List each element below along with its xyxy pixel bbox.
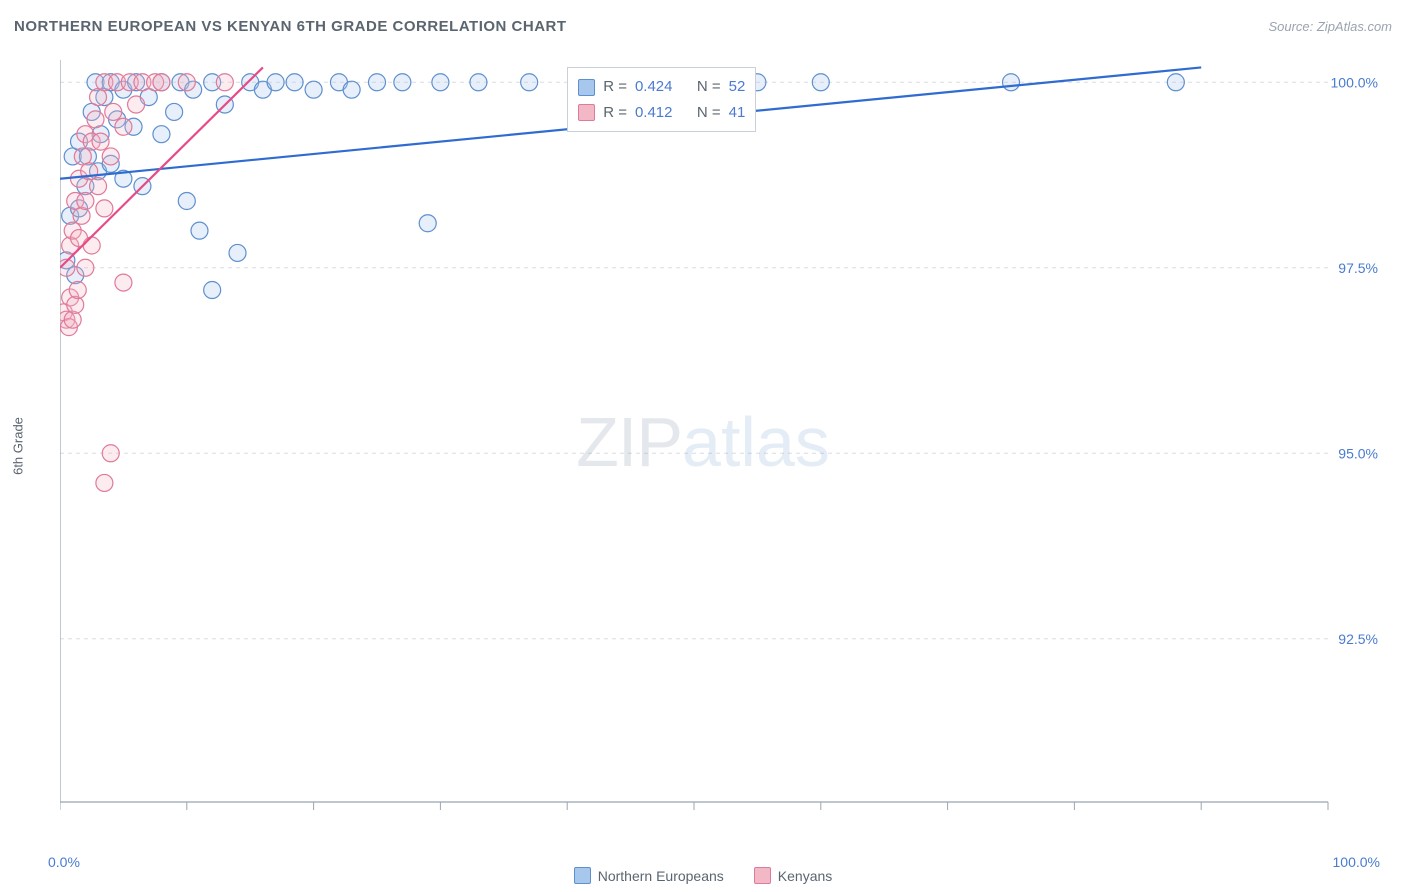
y-axis-label: 6th Grade bbox=[11, 417, 26, 475]
rn-legend-row: R =0.412 N = 41 bbox=[578, 100, 745, 126]
rn-swatch bbox=[578, 104, 595, 121]
svg-text:100.0%: 100.0% bbox=[1331, 74, 1378, 90]
chart-plot-area: 92.5% 95.0% 97.5% 100.0% bbox=[60, 60, 1380, 810]
scatter-chart-svg: 92.5% 95.0% 97.5% 100.0% bbox=[60, 60, 1380, 810]
legend-item-series2: Kenyans bbox=[754, 867, 832, 884]
chart-title: NORTHERN EUROPEAN VS KENYAN 6TH GRADE CO… bbox=[14, 18, 567, 35]
legend-swatch-series2 bbox=[754, 867, 771, 884]
legend-item-series1: Northern Europeans bbox=[574, 867, 724, 884]
rn-swatch bbox=[578, 79, 595, 96]
svg-text:92.5%: 92.5% bbox=[1338, 631, 1378, 647]
legend-bottom: Northern Europeans Kenyans bbox=[0, 867, 1406, 884]
legend-label-series1: Northern Europeans bbox=[598, 868, 724, 884]
legend-label-series2: Kenyans bbox=[778, 868, 832, 884]
source-attribution: Source: ZipAtlas.com bbox=[1268, 19, 1392, 34]
svg-text:95.0%: 95.0% bbox=[1338, 445, 1378, 461]
correlation-legend-box: R =0.424 N = 52R =0.412 N = 41 bbox=[567, 67, 756, 132]
legend-swatch-series1 bbox=[574, 867, 591, 884]
svg-text:97.5%: 97.5% bbox=[1338, 260, 1378, 276]
chart-header: NORTHERN EUROPEAN VS KENYAN 6TH GRADE CO… bbox=[14, 18, 1392, 35]
rn-legend-row: R =0.424 N = 52 bbox=[578, 74, 745, 100]
